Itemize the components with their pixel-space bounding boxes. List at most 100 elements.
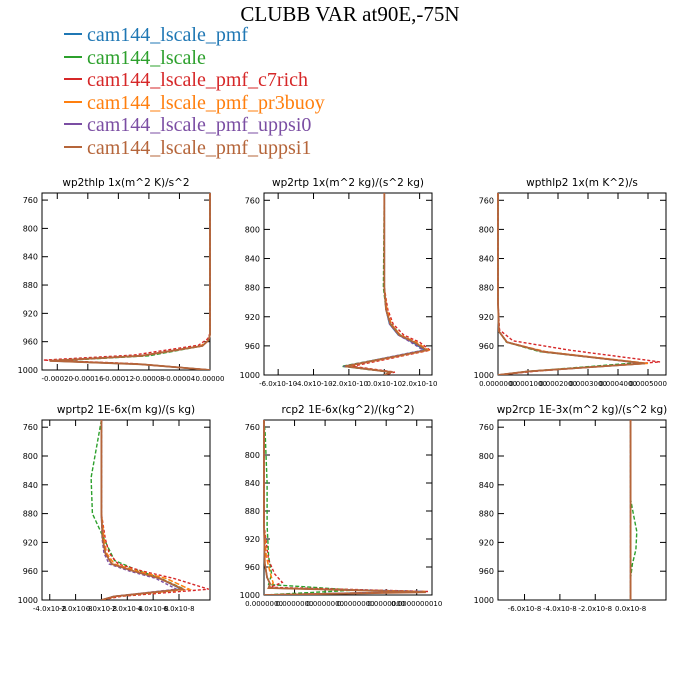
x-tick-label: 0.0001000 (509, 380, 547, 388)
legend-label: cam144_lscale_pmf_pr3buoy (87, 91, 325, 114)
x-tick-label: 0.0000000 (367, 600, 405, 608)
x-tick-label: 0.0004000 (599, 380, 637, 388)
series-line (263, 420, 426, 595)
legend-item: cam144_lscale_pmf_uppsi1 (64, 137, 325, 160)
x-tick-label: -4.0x10-8 (33, 605, 67, 613)
panel-frame (263, 192, 433, 376)
y-tick-label: 1000 (474, 596, 494, 605)
x-tick-label: 0.0003000 (569, 380, 607, 388)
chart-panel: wp2thlp 1x(m^2 K)/s^2 760 800 840 880 920 960 1… (18, 177, 225, 383)
series-line (49, 193, 211, 370)
x-tick-label: 2.0x10-8 (112, 605, 143, 613)
y-tick-label: 880 (479, 510, 494, 519)
y-tick-label: 1000 (240, 591, 260, 600)
x-tick-label: 0.0x10-8 (615, 605, 646, 613)
y-tick-label: 800 (23, 224, 38, 233)
series-line (90, 420, 187, 600)
x-tick-label: 0.0x10-8 (86, 605, 117, 613)
legend-item: cam144_lscale (64, 47, 325, 70)
x-tick-label: 0.0005000 (629, 380, 667, 388)
panel-frame (263, 419, 433, 596)
y-tick-label: 760 (479, 196, 494, 205)
y-tick-label: 880 (245, 284, 260, 293)
y-tick-label: 960 (23, 338, 38, 347)
legend-label: cam144_lscale_pmf_c7rich (87, 69, 309, 91)
y-tick-label: 960 (479, 342, 494, 351)
y-tick-label: 960 (479, 567, 494, 576)
legend-label: cam144_lscale_pmf (87, 24, 249, 46)
x-tick-label: 6.0x10-8 (163, 605, 194, 613)
x-tick-label: 0.0000000010 (391, 600, 442, 608)
legend-swatch (64, 145, 82, 148)
y-tick-label: 800 (23, 452, 38, 461)
series-line (49, 193, 211, 370)
x-tick-label: 2.0x10-10 (402, 380, 438, 388)
y-tick-label: 800 (479, 225, 494, 234)
y-tick-label: 920 (479, 313, 494, 322)
legend-item: cam144_lscale_pmf (64, 24, 325, 47)
y-tick-label: 920 (23, 538, 38, 547)
x-tick-label: -2.0x10-8 (59, 605, 93, 613)
y-tick-label: 1000 (18, 366, 38, 375)
series-line (497, 193, 661, 375)
legend-swatch (64, 55, 82, 58)
series-line (263, 420, 356, 595)
series-line (345, 193, 430, 375)
series-line (352, 193, 432, 375)
panel-title: wp2rcp 1E-3x(m^2 kg)/(s^2 kg) (497, 404, 668, 416)
chart-panel: wp2rtp 1x(m^2 kg)/(s^2 kg) 760 800 840 880 92… (240, 177, 438, 388)
panel-title: wprtp2 1E-6x(m kg)/(s kg) (57, 404, 195, 416)
series-line (49, 193, 211, 370)
series-line (497, 193, 649, 375)
series-line (43, 193, 211, 370)
y-tick-label: 800 (245, 225, 260, 234)
panel-title: wp2thlp 1x(m^2 K)/s^2 (62, 177, 189, 189)
series-line (263, 420, 425, 595)
legend-swatch (64, 78, 82, 81)
legend-swatch (64, 100, 82, 103)
x-tick-label: 0.00000 (196, 375, 225, 383)
y-tick-label: 760 (23, 196, 38, 205)
x-tick-label: 0.0000000 (245, 600, 283, 608)
series-line (497, 193, 646, 375)
panel-frame (497, 419, 667, 601)
y-tick-label: 840 (245, 255, 260, 264)
series-line (53, 193, 211, 370)
figure-title: CLUBB VAR at90E,-75N (240, 2, 460, 26)
x-tick-label: -4.0x10-8 (543, 605, 577, 613)
y-tick-label: 760 (23, 423, 38, 432)
y-tick-label: 880 (23, 281, 38, 290)
legend-label: cam144_lscale (87, 46, 206, 69)
x-tick-label: 0.0x10-10 (366, 380, 402, 388)
series-line (346, 193, 431, 375)
x-tick-label: -0.00020 (42, 375, 73, 383)
series-line (497, 193, 646, 375)
chart-panel: wpthlp2 1x(m K^2)/s 760 800 840 880 920 960 100… (474, 177, 667, 388)
x-tick-label: -6.0x10-8 (508, 605, 542, 613)
y-tick-label: 840 (23, 481, 38, 490)
series-line (100, 420, 209, 600)
y-tick-label: 920 (245, 313, 260, 322)
y-tick-label: 880 (479, 284, 494, 293)
series-line (263, 420, 423, 595)
panel-frame (41, 192, 211, 371)
x-tick-label: -2.0x10-8 (578, 605, 612, 613)
legend-item: cam144_lscale_pmf_pr3buoy (64, 92, 325, 115)
x-tick-label: 0.0002000 (539, 380, 577, 388)
y-tick-label: 880 (245, 507, 260, 516)
legend-label: cam144_lscale_pmf_uppsi1 (87, 136, 312, 159)
y-tick-label: 920 (245, 535, 260, 544)
x-tick-label: 0.0000000 (337, 600, 375, 608)
x-tick-label: -2.0x10-10 (330, 380, 368, 388)
x-tick-label: -0.00016 (72, 375, 104, 383)
x-tick-label: -0.00004 (164, 375, 196, 383)
y-tick-label: 880 (23, 510, 38, 519)
panel-title: wpthlp2 1x(m K^2)/s (526, 177, 638, 189)
series-line (497, 193, 640, 375)
panel-frame (497, 192, 667, 376)
y-tick-label: 920 (479, 538, 494, 547)
series-line (100, 420, 193, 600)
x-tick-label: 4.0x10-8 (138, 605, 169, 613)
panel-title: wp2rtp 1x(m^2 kg)/(s^2 kg) (272, 177, 424, 189)
